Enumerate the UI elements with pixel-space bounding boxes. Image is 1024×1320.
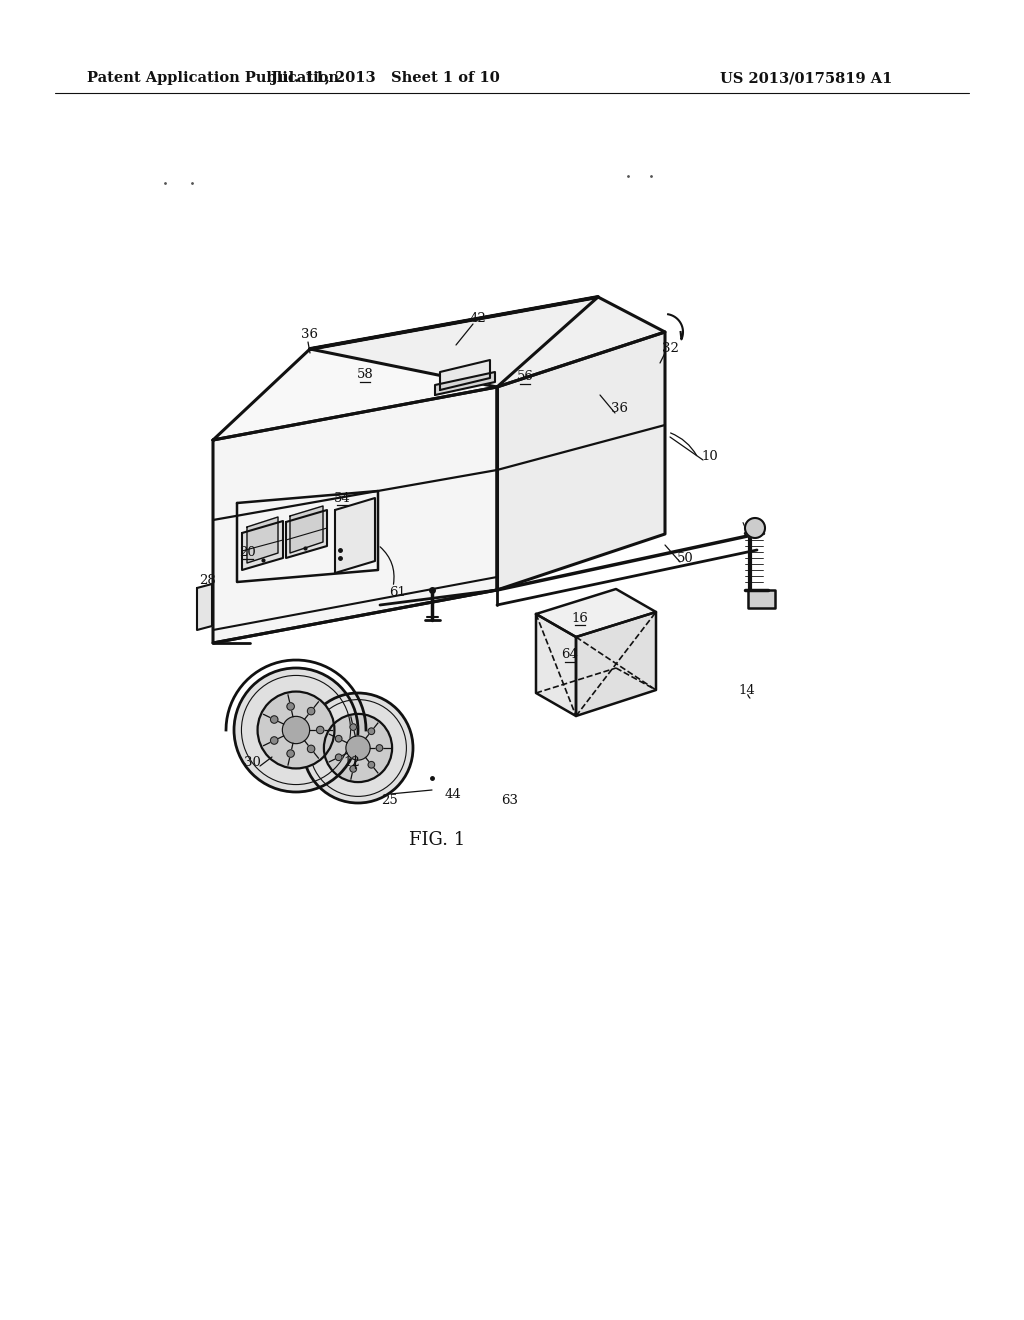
Polygon shape [748,590,775,609]
Polygon shape [435,372,495,395]
Text: 12: 12 [344,755,360,768]
Polygon shape [335,498,375,573]
Polygon shape [197,583,212,630]
Text: 63: 63 [502,793,518,807]
Polygon shape [536,589,656,638]
Text: 20: 20 [240,545,256,558]
Text: Jul. 11, 2013   Sheet 1 of 10: Jul. 11, 2013 Sheet 1 of 10 [270,71,500,84]
Circle shape [287,750,294,758]
Polygon shape [213,297,598,440]
Polygon shape [310,297,665,387]
Text: 58: 58 [356,368,374,381]
Polygon shape [247,517,278,564]
Polygon shape [242,521,283,570]
Text: US 2013/0175819 A1: US 2013/0175819 A1 [720,71,892,84]
Text: 16: 16 [571,611,589,624]
Circle shape [376,744,383,751]
Circle shape [336,735,342,742]
Polygon shape [213,387,497,643]
Polygon shape [440,360,490,389]
Polygon shape [290,506,323,553]
Circle shape [350,766,356,772]
Text: 44: 44 [444,788,462,801]
Circle shape [346,737,370,760]
Circle shape [258,692,335,768]
Text: FIG. 1: FIG. 1 [409,832,465,849]
Circle shape [368,762,375,768]
Polygon shape [575,612,656,715]
Text: 64: 64 [561,648,579,661]
Text: 28: 28 [199,573,215,586]
Text: 56: 56 [516,371,534,384]
Circle shape [234,668,358,792]
Circle shape [745,517,765,539]
Circle shape [350,723,356,730]
Text: 54: 54 [334,491,350,504]
Circle shape [368,727,375,734]
Text: 30: 30 [244,755,260,768]
Text: 42: 42 [470,312,486,325]
Circle shape [307,708,314,715]
Text: 36: 36 [611,401,629,414]
Circle shape [336,754,342,760]
Text: 14: 14 [738,684,756,697]
Polygon shape [497,333,665,590]
Text: 50: 50 [677,552,693,565]
Polygon shape [536,614,575,715]
Circle shape [270,715,278,723]
Circle shape [324,714,392,781]
Text: 25: 25 [382,793,398,807]
Circle shape [270,737,278,744]
Text: Patent Application Publication: Patent Application Publication [87,71,339,84]
Circle shape [283,717,309,743]
Circle shape [316,726,324,734]
Text: 61: 61 [389,586,407,598]
Circle shape [303,693,413,803]
Circle shape [287,702,294,710]
Circle shape [307,746,314,752]
Text: 32: 32 [662,342,679,355]
Polygon shape [286,510,327,558]
Text: 36: 36 [301,329,318,342]
Text: 10: 10 [701,450,719,463]
